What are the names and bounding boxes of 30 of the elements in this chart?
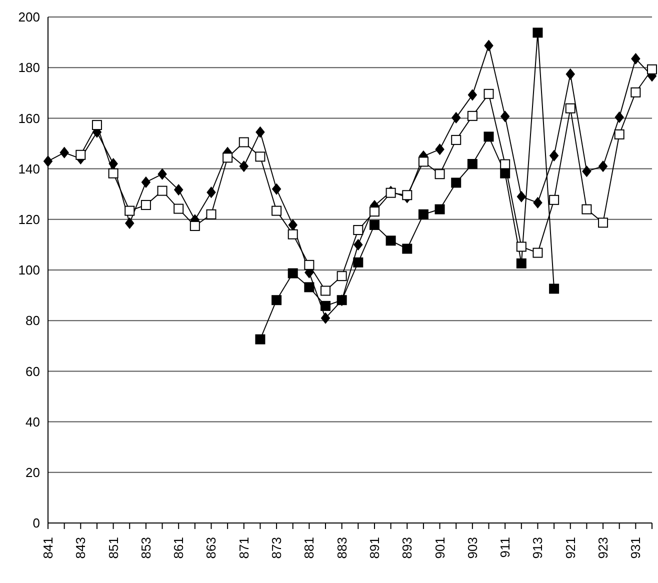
x-tick-label: 893 <box>400 537 415 559</box>
x-tick-label: 863 <box>204 537 219 559</box>
y-tick-label: 120 <box>18 212 40 228</box>
x-tick-label: 841 <box>40 537 56 559</box>
y-tick-label: 40 <box>26 414 40 430</box>
y-tick-label: 20 <box>26 465 40 480</box>
x-tick-label: 891 <box>366 537 382 559</box>
x-tick-label: 881 <box>302 537 317 559</box>
y-tick-label: 140 <box>18 161 40 176</box>
x-tick-label: 901 <box>432 537 448 559</box>
y-tick-label: 60 <box>26 364 40 379</box>
y-tick-label: 180 <box>18 60 40 76</box>
y-tick-label: 160 <box>18 110 40 126</box>
x-tick-label: 931 <box>628 537 644 559</box>
x-tick-label: 883 <box>334 537 350 559</box>
x-tick-label: 903 <box>464 537 480 559</box>
x-tick-label: 871 <box>236 537 252 559</box>
y-tick-label: 0 <box>32 516 40 531</box>
x-tick-label: 861 <box>171 537 186 559</box>
x-tick-label: 853 <box>138 537 154 559</box>
y-tick-label: 200 <box>18 10 40 25</box>
x-tick-label: 873 <box>269 537 284 559</box>
x-tick-label: 923 <box>596 537 611 559</box>
x-tick-label: 851 <box>106 537 121 559</box>
y-tick-label: 100 <box>18 262 40 278</box>
x-tick-label: 913 <box>530 537 546 559</box>
x-tick-label: 911 <box>498 537 513 558</box>
x-tick-label: 843 <box>73 537 88 559</box>
y-tick-label: 80 <box>26 313 40 328</box>
x-tick-label: 921 <box>562 537 578 559</box>
